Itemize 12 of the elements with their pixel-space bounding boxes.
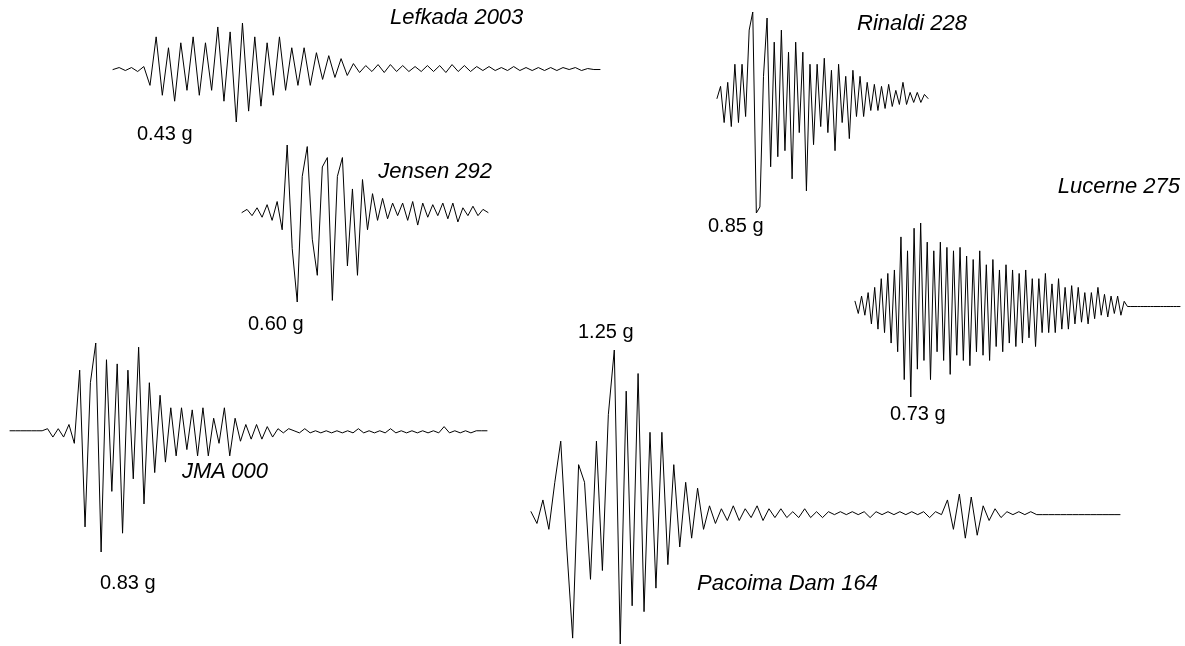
text: Jensen 292 bbox=[377, 158, 492, 183]
text: 0.83 g bbox=[100, 571, 156, 593]
annotation: 0.43 g bbox=[137, 122, 193, 144]
text: 0.60 g bbox=[248, 312, 304, 334]
text: JMA 000 bbox=[181, 458, 269, 483]
chart-title: Rinaldi 228 bbox=[857, 10, 968, 35]
chart-title: Lucerne 275 bbox=[1057, 173, 1181, 198]
text: 1.25 g bbox=[578, 320, 634, 342]
annotation: 0.73 g bbox=[890, 402, 946, 424]
text: Pacoima Dam 164 bbox=[697, 570, 878, 595]
text: 0.85 g bbox=[708, 214, 764, 236]
chart-title: Lefkada 2003 bbox=[390, 4, 525, 29]
